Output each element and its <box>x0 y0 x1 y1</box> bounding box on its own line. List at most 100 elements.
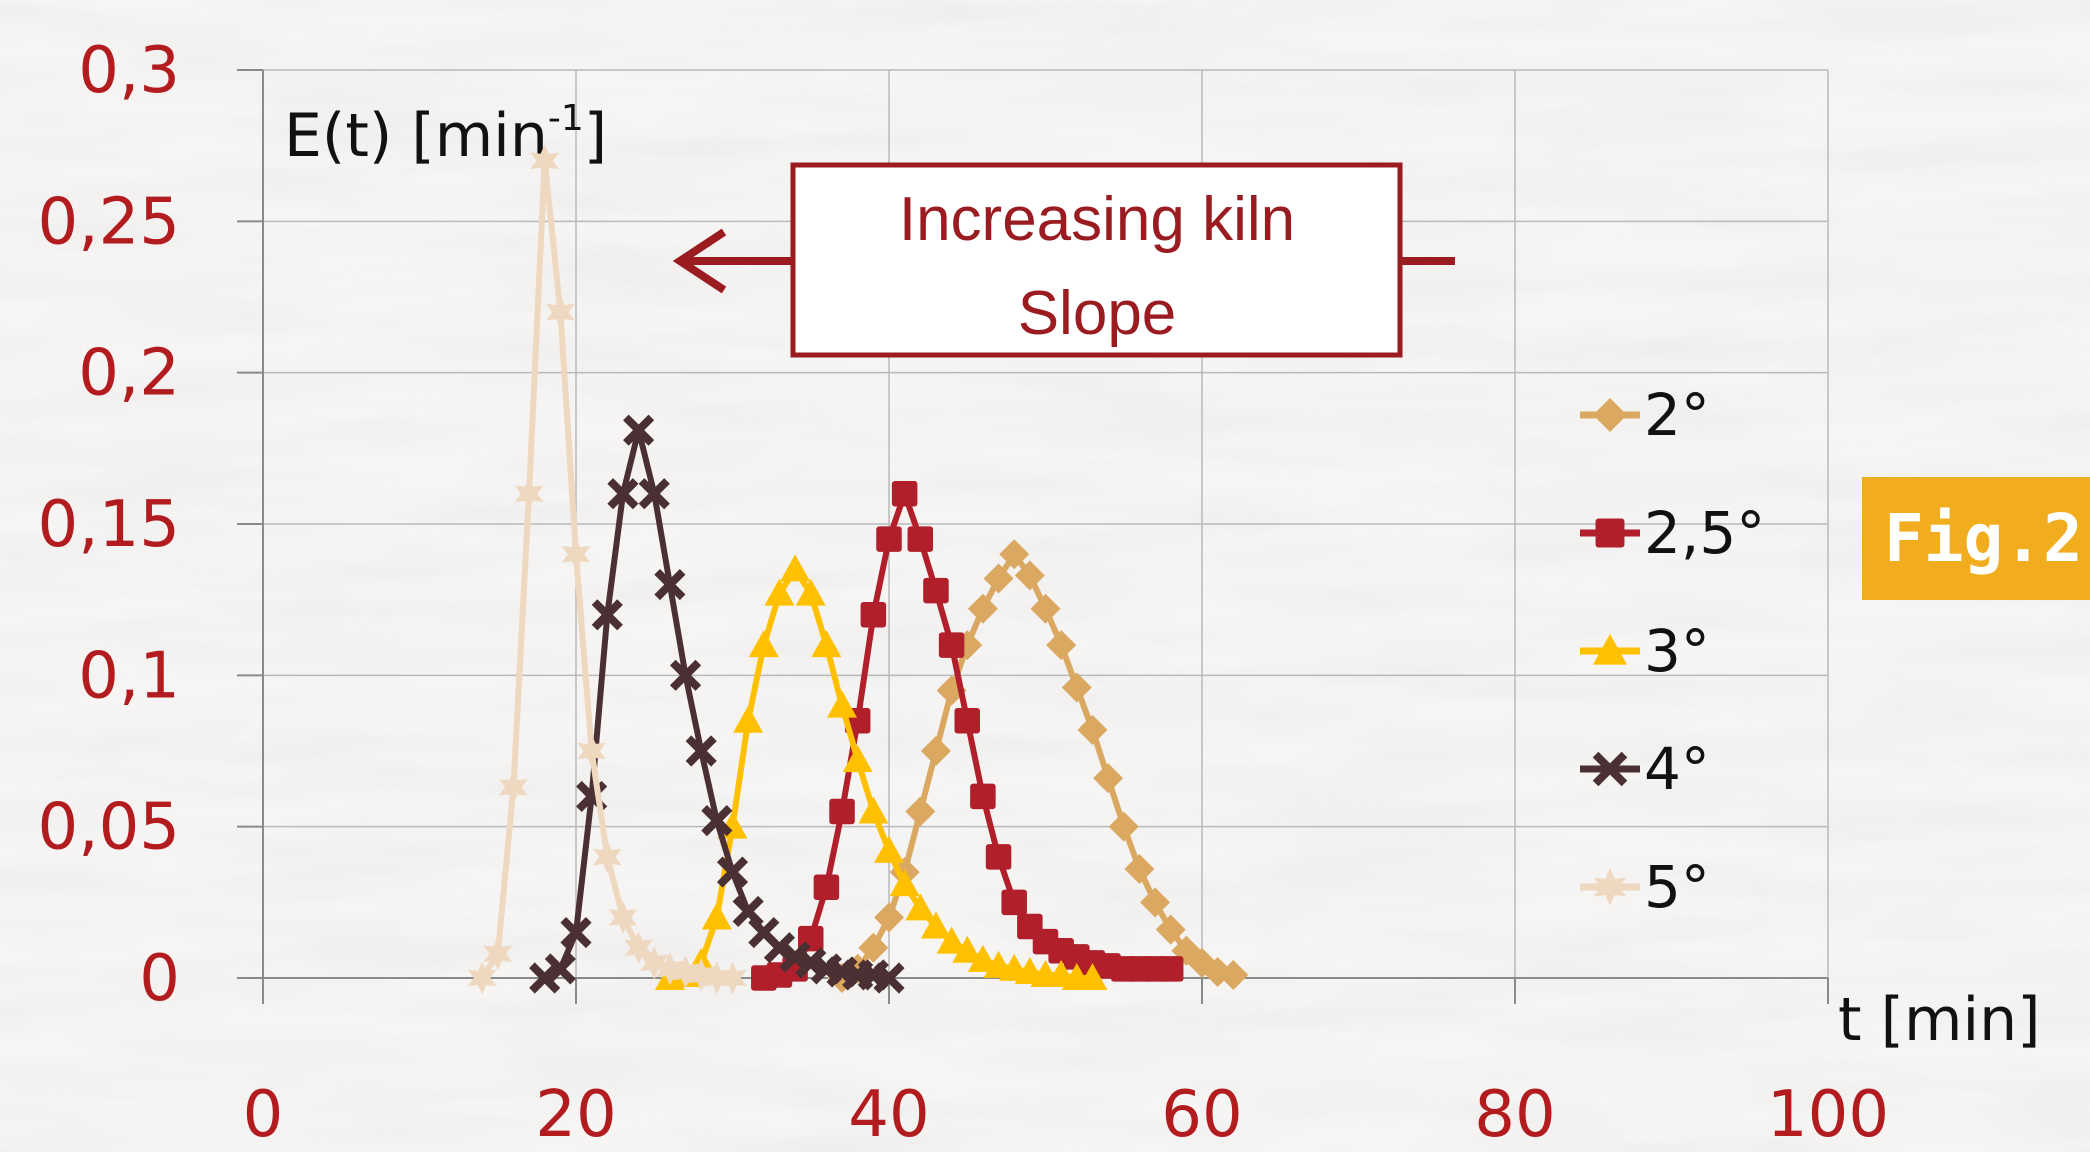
data-point <box>907 526 934 552</box>
y-tick-label: 0 <box>139 942 180 1016</box>
y-tick-label: 0,3 <box>78 34 180 108</box>
legend-item: 4° <box>1580 735 1710 803</box>
data-point <box>1014 560 1045 591</box>
data-point <box>874 902 904 933</box>
x-tick-label: 100 <box>1767 1078 1889 1152</box>
data-point <box>640 946 669 980</box>
data-point <box>952 935 983 963</box>
data-point <box>1001 889 1027 916</box>
data-point <box>1046 630 1077 661</box>
data-point <box>1077 963 1108 990</box>
data-point <box>546 295 575 329</box>
x-tick-label: 60 <box>1161 1078 1242 1152</box>
data-point <box>985 844 1012 870</box>
data-point <box>1124 854 1155 885</box>
data-point <box>685 735 717 767</box>
data-point <box>1218 959 1249 990</box>
y-tick-label: 0,1 <box>78 639 180 713</box>
figure-badge: Fig.2 <box>1862 477 2090 600</box>
legend-label: 4° <box>1644 735 1710 803</box>
data-point <box>718 961 747 995</box>
data-point <box>1077 714 1108 745</box>
data-point <box>967 944 998 972</box>
legend-label: 5° <box>1644 853 1710 921</box>
data-point <box>1157 956 1184 982</box>
legend-item: 2° <box>1580 381 1710 449</box>
data-point <box>891 480 918 507</box>
annotation-line-1: Increasing kiln <box>899 185 1295 254</box>
series-group <box>654 554 1108 990</box>
legend-label: 2,5° <box>1644 499 1765 567</box>
data-point <box>936 926 967 954</box>
data-point <box>638 478 670 510</box>
data-point <box>669 659 702 691</box>
data-point <box>829 798 855 825</box>
data-point <box>876 526 902 552</box>
data-point <box>655 952 685 986</box>
data-point <box>702 961 732 995</box>
slope-annotation: Increasing kiln Slope <box>672 162 1455 358</box>
data-point <box>923 577 949 604</box>
data-point <box>795 578 826 606</box>
data-point <box>1140 887 1171 918</box>
series-line <box>763 490 1171 981</box>
data-point <box>560 917 592 949</box>
legend-item: 2,5° <box>1580 499 1765 567</box>
data-point <box>873 962 905 994</box>
data-point <box>608 901 638 934</box>
legend-marker <box>1595 518 1625 548</box>
data-point <box>860 602 887 628</box>
y-axis-title: E(t) [min-1] <box>284 98 607 171</box>
data-point <box>827 690 858 718</box>
data-point <box>858 932 889 963</box>
data-point <box>701 805 733 837</box>
legend-item: 3° <box>1580 617 1710 685</box>
data-point <box>842 745 873 773</box>
data-point <box>593 840 622 874</box>
data-point <box>920 736 951 766</box>
data-point <box>889 869 920 897</box>
legend-marker <box>1593 868 1627 906</box>
data-point <box>654 568 686 601</box>
data-point <box>967 593 998 624</box>
data-point <box>954 707 980 734</box>
legend-label: 2° <box>1644 381 1710 449</box>
annotation-line-2: Slope <box>1018 279 1177 348</box>
data-point <box>686 958 716 992</box>
x-tick-labels: 0 20 40 60 80 100 <box>243 1078 1889 1152</box>
data-point <box>467 961 497 995</box>
series-group <box>529 414 905 994</box>
data-point <box>591 599 623 631</box>
data-point <box>905 796 936 827</box>
data-point <box>983 563 1014 594</box>
annotation-box <box>790 162 1403 358</box>
data-point <box>1155 914 1186 945</box>
data-point <box>607 478 639 510</box>
series-group <box>751 480 1184 991</box>
x-tick-label: 80 <box>1474 1078 1555 1152</box>
x-axis-title: t [min] <box>1838 985 2041 1055</box>
data-point <box>577 734 606 768</box>
x-tick-label: 40 <box>848 1078 929 1152</box>
legend: 2° 2,5° 3° 4° 5° <box>1580 381 1765 921</box>
data-point <box>623 414 655 446</box>
data-point <box>811 630 842 658</box>
data-point <box>544 953 576 985</box>
data-point <box>624 931 653 965</box>
data-point <box>483 937 512 971</box>
data-point <box>858 796 889 824</box>
data-point <box>514 477 544 511</box>
data-point <box>499 770 528 804</box>
data-point <box>999 539 1030 570</box>
legend-marker <box>1593 634 1627 665</box>
y-tick-label: 0,05 <box>38 791 181 865</box>
data-point <box>763 932 796 964</box>
data-point <box>1093 763 1124 794</box>
data-point <box>716 856 749 888</box>
data-point <box>748 630 779 658</box>
data-point <box>1030 593 1061 624</box>
y-tick-labels: 0 0,05 0,1 0,15 0,2 0,25 0,3 <box>38 34 181 1016</box>
y-tick-label: 0,25 <box>38 185 181 259</box>
data-point <box>920 911 951 939</box>
